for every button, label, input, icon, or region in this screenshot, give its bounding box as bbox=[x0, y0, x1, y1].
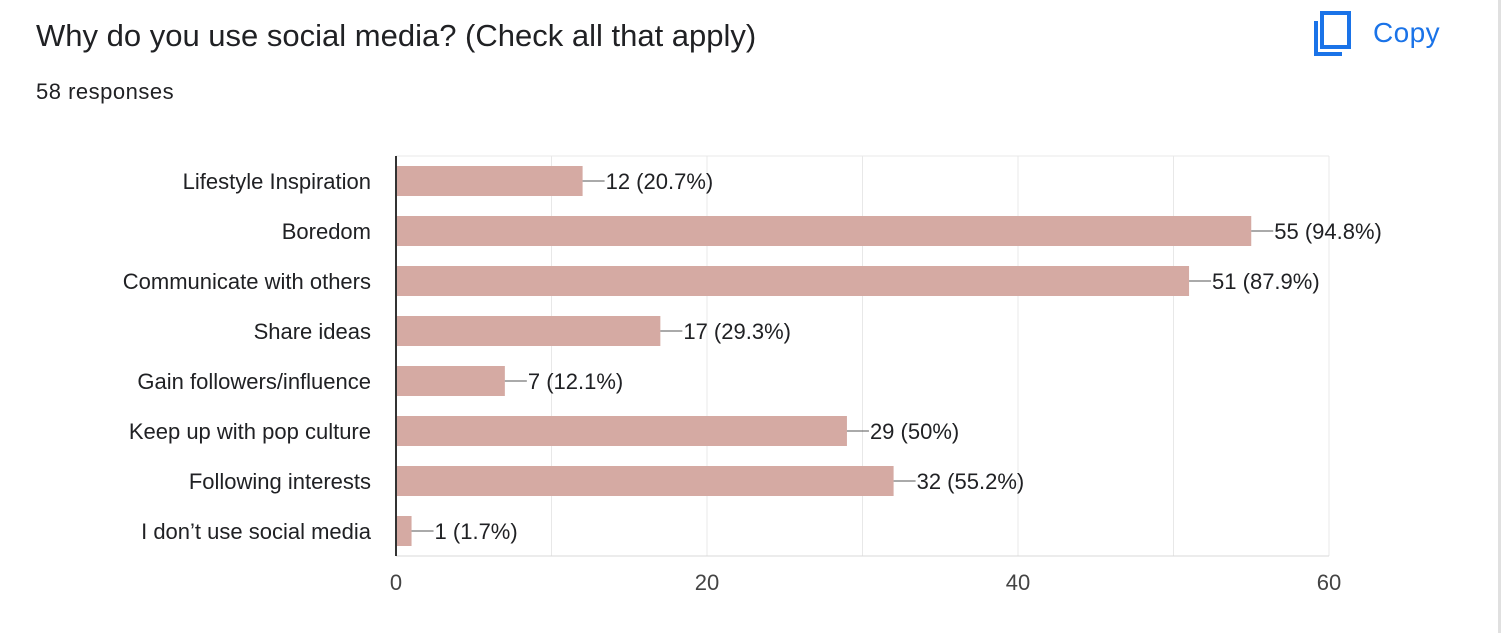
x-tick-label: 40 bbox=[1006, 570, 1030, 595]
copy-label: Copy bbox=[1373, 17, 1440, 48]
bar[interactable] bbox=[396, 416, 847, 446]
data-label: 12 (20.7%) bbox=[606, 169, 714, 194]
category-label: I don’t use social media bbox=[141, 519, 372, 544]
bar[interactable] bbox=[396, 316, 661, 346]
data-label: 1 (1.7%) bbox=[435, 519, 518, 544]
x-tick-label: 60 bbox=[1317, 570, 1341, 595]
data-label: 17 (29.3%) bbox=[683, 319, 791, 344]
data-label: 55 (94.8%) bbox=[1274, 219, 1382, 244]
category-label: Gain followers/influence bbox=[137, 369, 371, 394]
x-tick-label: 0 bbox=[390, 570, 402, 595]
response-count: 58 responses bbox=[36, 79, 175, 104]
category-label: Communicate with others bbox=[123, 269, 371, 294]
chart-title: Why do you use social media? (Check all … bbox=[36, 18, 757, 53]
chart-labels: Lifestyle Inspiration 12 (20.7%) Boredom 55… bbox=[123, 169, 1382, 595]
bar[interactable] bbox=[396, 216, 1252, 246]
bar[interactable] bbox=[396, 266, 1190, 296]
copy-button[interactable]: Copy bbox=[1305, 8, 1448, 58]
data-label: 29 (50%) bbox=[870, 419, 959, 444]
category-label: Boredom bbox=[282, 219, 371, 244]
bars bbox=[396, 166, 1252, 546]
scrollbar-edge bbox=[1498, 0, 1501, 633]
category-label: Lifestyle Inspiration bbox=[183, 169, 371, 194]
category-label: Share ideas bbox=[254, 319, 371, 344]
bar[interactable] bbox=[396, 166, 583, 196]
category-label: Keep up with pop culture bbox=[129, 419, 371, 444]
axes bbox=[395, 156, 1329, 557]
bar[interactable] bbox=[396, 366, 505, 396]
bar[interactable] bbox=[396, 516, 412, 546]
data-label: 7 (12.1%) bbox=[528, 369, 623, 394]
data-label: 51 (87.9%) bbox=[1212, 269, 1320, 294]
copy-icon bbox=[1314, 11, 1351, 56]
category-label: Following interests bbox=[189, 469, 371, 494]
bar[interactable] bbox=[396, 466, 894, 496]
x-tick-label: 20 bbox=[695, 570, 719, 595]
data-label: 32 (55.2%) bbox=[917, 469, 1025, 494]
